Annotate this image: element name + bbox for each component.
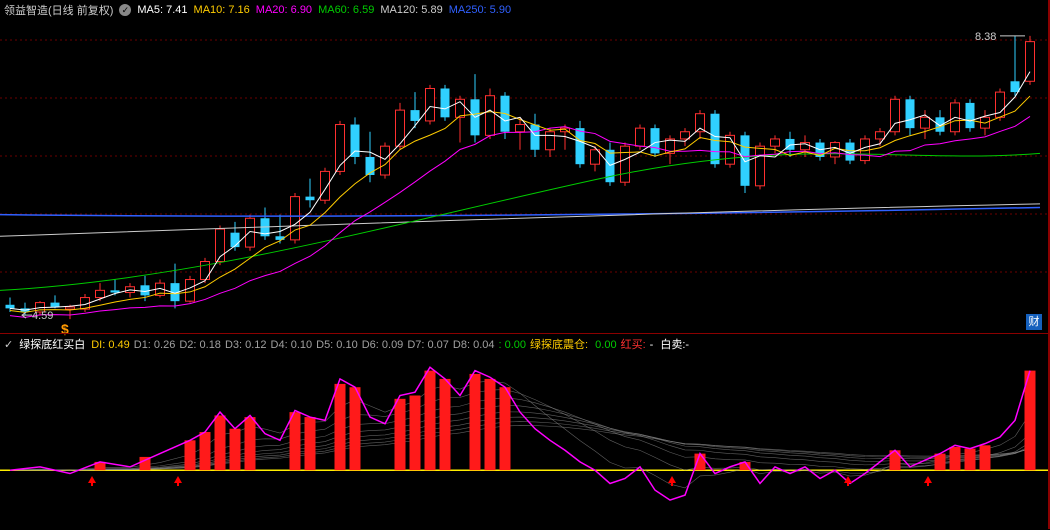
main-header: 领益智造(日线 前复权) ✓ MA5: 7.41 MA10: 7.16 MA20: … bbox=[4, 2, 517, 18]
arrow-up-icon bbox=[844, 476, 852, 483]
arrow-up-icon bbox=[88, 476, 96, 483]
svg-text:8.38: 8.38 bbox=[975, 31, 996, 43]
indicator-label: D2: 0.18 bbox=[179, 339, 221, 351]
indicator-chart[interactable]: ✓ 绿探底红买白 DI: 0.49 D1: 0.26D2: 0.18 D3: 0.1… bbox=[0, 333, 1050, 529]
check-icon: ✓ bbox=[119, 4, 131, 16]
indicator-label: D5: 0.10 bbox=[316, 339, 358, 351]
indicator-label: 白卖:- bbox=[660, 339, 689, 351]
arrow-up-icon bbox=[174, 476, 182, 483]
ma-label: MA120: 5.89 bbox=[380, 4, 442, 16]
cai-badge: 财 bbox=[1026, 314, 1042, 330]
indicator-label: D6: 0.09 bbox=[362, 339, 404, 351]
arrow-up-icon bbox=[668, 476, 676, 483]
indicator-label: 绿探底震仓: bbox=[530, 339, 591, 351]
indicator-label: D8: 0.04 bbox=[453, 339, 495, 351]
indicator-title: 绿探底红买白 bbox=[19, 336, 85, 352]
sub-header: ✓ 绿探底红买白 DI: 0.49 D1: 0.26D2: 0.18 D3: 0.1… bbox=[4, 336, 693, 352]
indicator-label: D1: 0.26 bbox=[134, 339, 176, 351]
main-chart-svg: 8.38 4.59 bbox=[0, 0, 1050, 330]
indicator-label: - bbox=[650, 339, 657, 351]
ma-label: MA60: 6.59 bbox=[318, 4, 374, 16]
candlestick-chart[interactable]: 领益智造(日线 前复权) ✓ MA5: 7.41 MA10: 7.16 MA20: … bbox=[0, 0, 1050, 330]
stock-title: 领益智造(日线 前复权) bbox=[4, 2, 113, 18]
indicator-label: DI: 0.49 bbox=[91, 339, 130, 351]
indicator-label: 0.00 bbox=[595, 339, 616, 351]
ma-label: MA10: 7.16 bbox=[194, 4, 250, 16]
arrow-up-icon bbox=[924, 476, 932, 483]
indicator-label: 红买: bbox=[621, 339, 646, 351]
svg-text:4.59: 4.59 bbox=[32, 310, 53, 322]
ma-label: MA5: 7.41 bbox=[137, 4, 187, 16]
check-icon: ✓ bbox=[4, 338, 13, 351]
indicator-label: : 0.00 bbox=[499, 339, 527, 351]
sub-chart-svg bbox=[0, 334, 1050, 530]
indicator-label: D3: 0.12 bbox=[225, 339, 267, 351]
indicator-label: D4: 0.10 bbox=[271, 339, 313, 351]
indicator-label: D7: 0.07 bbox=[407, 339, 449, 351]
ma-label: MA20: 6.90 bbox=[256, 4, 312, 16]
ma-label: MA250: 5.90 bbox=[449, 4, 511, 16]
